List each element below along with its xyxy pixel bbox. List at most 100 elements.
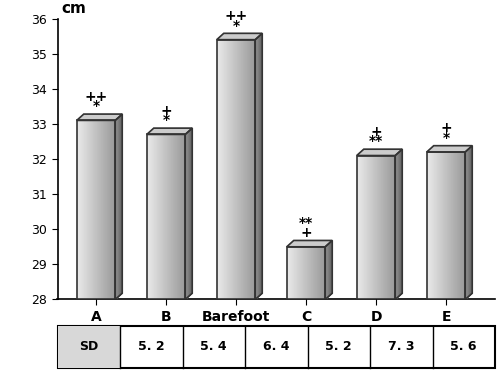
Bar	[92, 121, 93, 299]
Bar	[238, 40, 239, 299]
Bar	[288, 247, 289, 299]
Bar	[364, 155, 365, 299]
Bar	[322, 247, 323, 299]
Bar	[153, 134, 154, 299]
Bar	[429, 152, 430, 299]
Bar	[222, 40, 223, 299]
Bar	[377, 155, 378, 299]
Bar	[164, 134, 165, 299]
Bar	[77, 121, 116, 299]
Bar	[312, 247, 313, 299]
Bar	[287, 247, 326, 299]
Bar	[447, 152, 448, 299]
Bar	[245, 40, 246, 299]
Text: cm: cm	[62, 1, 87, 16]
Bar	[88, 121, 89, 299]
Bar	[296, 247, 297, 299]
Bar	[225, 40, 226, 299]
Bar	[98, 121, 99, 299]
Bar	[237, 40, 238, 299]
Bar	[369, 155, 370, 299]
Bar	[445, 152, 446, 299]
Bar	[232, 40, 233, 299]
Bar	[233, 40, 234, 299]
Text: +: +	[440, 121, 452, 135]
Bar	[173, 134, 174, 299]
Bar	[246, 40, 247, 299]
Bar	[375, 155, 376, 299]
Bar	[166, 134, 167, 299]
Bar	[372, 155, 373, 299]
Polygon shape	[147, 128, 192, 134]
Bar	[108, 121, 109, 299]
Text: *: *	[232, 19, 239, 33]
Bar	[165, 134, 166, 299]
Bar	[305, 247, 306, 299]
Bar	[96, 121, 97, 299]
Bar	[83, 121, 84, 299]
Text: 5. 2: 5. 2	[138, 340, 164, 353]
Bar	[106, 121, 107, 299]
Bar	[149, 134, 150, 299]
Bar	[289, 247, 290, 299]
Bar	[244, 40, 245, 299]
Bar	[157, 134, 158, 299]
Bar	[247, 40, 248, 299]
Bar	[219, 40, 220, 299]
Bar	[253, 40, 254, 299]
Bar	[168, 134, 169, 299]
Bar	[317, 247, 318, 299]
Bar	[437, 152, 438, 299]
Bar	[309, 247, 310, 299]
Bar	[84, 121, 85, 299]
Bar	[453, 152, 454, 299]
Bar	[163, 134, 164, 299]
Bar	[152, 134, 153, 299]
Bar	[394, 155, 396, 299]
Bar	[365, 155, 366, 299]
Bar	[374, 155, 375, 299]
Bar	[102, 121, 103, 299]
Bar	[427, 152, 466, 299]
Bar	[457, 152, 458, 299]
Bar	[303, 247, 304, 299]
Text: 7. 3: 7. 3	[388, 340, 414, 353]
Bar	[287, 247, 288, 299]
Text: **: **	[299, 216, 313, 230]
Bar	[179, 134, 180, 299]
Bar	[393, 155, 394, 299]
Bar	[323, 247, 324, 299]
Bar	[184, 134, 185, 299]
Bar	[385, 155, 386, 299]
Bar	[318, 247, 319, 299]
Bar	[103, 121, 104, 299]
Bar	[100, 121, 102, 299]
Bar	[370, 155, 372, 299]
Bar	[387, 155, 388, 299]
Bar	[362, 155, 363, 299]
Bar	[297, 247, 298, 299]
Polygon shape	[357, 149, 403, 155]
Bar	[158, 134, 159, 299]
Bar	[358, 155, 359, 299]
Bar	[357, 155, 358, 299]
Bar	[240, 40, 242, 299]
Bar	[182, 134, 183, 299]
Bar	[310, 247, 312, 299]
Bar	[438, 152, 439, 299]
Text: SD: SD	[79, 340, 98, 353]
Bar	[304, 247, 305, 299]
Bar	[180, 134, 182, 299]
Bar	[235, 40, 236, 299]
Bar	[389, 155, 390, 299]
Bar	[147, 134, 185, 299]
Text: *: *	[162, 113, 170, 128]
Bar	[80, 121, 82, 299]
Text: 5. 2: 5. 2	[326, 340, 352, 353]
Bar	[156, 134, 157, 299]
Bar	[239, 40, 240, 299]
Bar	[450, 152, 452, 299]
Bar	[155, 134, 156, 299]
Bar	[382, 155, 383, 299]
Bar	[455, 152, 456, 299]
